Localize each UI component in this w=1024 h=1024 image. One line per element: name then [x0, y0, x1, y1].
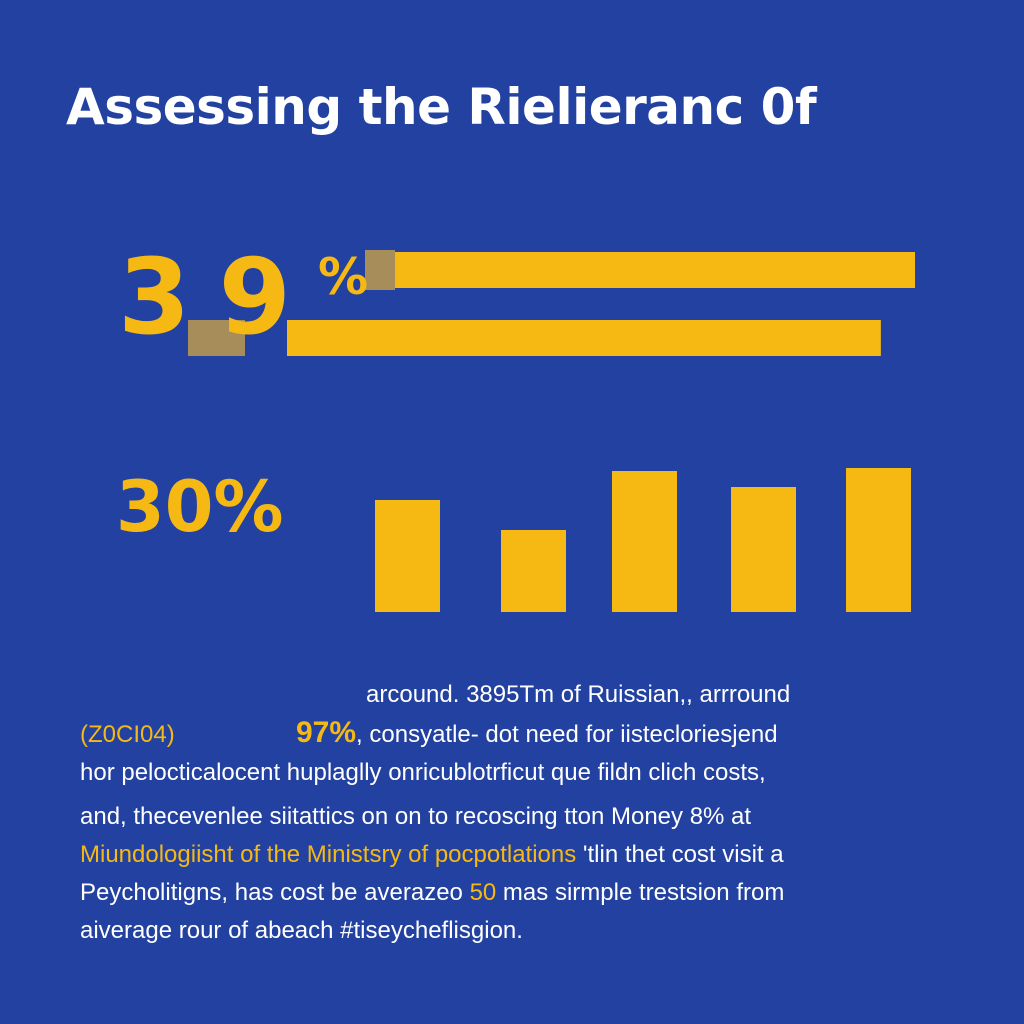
vertical-bar — [731, 487, 796, 612]
highlight-number: 50 — [469, 879, 497, 906]
body-text-span: , consyatle- dot need for iistecloriesje… — [356, 721, 778, 748]
vertical-bar — [612, 471, 677, 612]
highlight-percent: 97% — [296, 716, 357, 749]
highlight-text: Miundologiisht of the Ministsry of pocpo… — [80, 841, 577, 868]
body-line: (Z0CI04) 97%, consyatle- dot need for iis… — [80, 714, 960, 754]
body-line: Miundologiisht of the Ministsry of pocpo… — [80, 836, 960, 874]
body-text: arcound. 3895Tm of Ruissian,, arrround (… — [80, 676, 960, 950]
horizontal-bar — [380, 252, 915, 288]
stat-primary-suffix: % — [318, 248, 369, 306]
vertical-bar — [501, 530, 566, 612]
decorative-block — [188, 320, 245, 356]
body-text-span: 'tlin thet cost visit a — [576, 841, 784, 868]
decorative-block — [365, 250, 395, 290]
page-title: Assessing the Rielieranc 0f — [66, 78, 817, 136]
body-line: hor pelocticalocent huplaglly onricublot… — [80, 759, 766, 786]
body-line: Peycholitigns, has cost be averazeo 50 m… — [80, 874, 960, 912]
vertical-bar — [846, 468, 911, 612]
vertical-bar — [375, 500, 440, 612]
highlight-code: (Z0CI04) — [80, 721, 175, 748]
body-text-span: mas sirmple trestsion from — [496, 879, 785, 906]
body-line: and, thecevenlee siitattics on on to rec… — [80, 803, 752, 830]
body-line: aiverage rour of abeach #tiseycheflisgio… — [80, 917, 523, 944]
body-text-span: Peycholitigns, has cost be averazeo — [80, 879, 470, 906]
stat-primary-value: 3 9 — [118, 236, 291, 358]
body-line: arcound. 3895Tm of Ruissian,, arrround — [366, 681, 791, 708]
stat-secondary-value: 30% — [116, 466, 284, 548]
horizontal-bar — [287, 320, 881, 356]
